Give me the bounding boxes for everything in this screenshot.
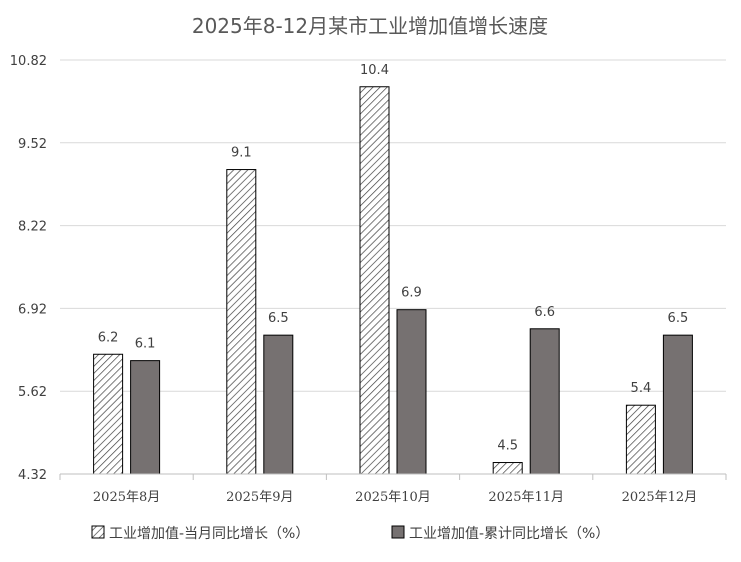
y-tick-label: 6.92 [18,302,47,317]
legend: 工业增加值-当月同比增长（%） 工业增加值-累计同比增长（%） [91,525,609,542]
bar-cumulative-growth [529,328,560,475]
chart-title: 2025年8-12月某市工业增加值增长速度 [192,14,548,38]
data-label: 4.5 [497,439,518,454]
axes: 4.32 5.62 6.92 8.22 9.52 10.82 2025年8月 2025年9月 2… [10,54,727,505]
legend-swatch-cumulative [391,525,405,539]
data-label: 9.1 [231,146,252,161]
legend-label-cumulative: 工业增加值-累计同比增长（%） [409,526,609,542]
bar-monthly-growth [492,462,523,475]
x-tick-label: 2025年8月 [93,490,160,505]
bar-monthly-growth [359,86,390,475]
x-tick-label: 2025年9月 [226,490,293,505]
bars: 6.2 6.1 9.1 6.5 10.4 6.9 4.5 6.6 5.4 6.5 [93,63,693,475]
bar-cumulative-growth [396,309,427,475]
x-tick-label: 2025年11月 [488,490,564,505]
legend-swatch-monthly [91,525,105,539]
y-tick-label: 4.32 [18,468,47,483]
data-label: 5.4 [631,381,652,396]
legend-label-monthly: 工业增加值-当月同比增长（%） [109,526,309,542]
bar-cumulative-growth [662,334,693,475]
data-label: 6.1 [135,337,156,352]
data-label: 6.5 [668,311,689,326]
data-label: 6.9 [401,286,422,301]
y-tick-label: 5.62 [18,385,47,400]
y-tick-label: 8.22 [18,220,47,235]
gridlines [60,59,726,392]
data-label: 6.5 [268,311,289,326]
bar-cumulative-growth [130,360,161,475]
data-label: 6.2 [98,330,119,345]
x-tick-label: 2025年12月 [622,490,698,505]
y-tick-label: 10.82 [10,54,47,69]
bar-monthly-growth [625,404,656,475]
x-tick-label: 2025年10月 [355,490,431,505]
bar-monthly-growth [226,169,257,475]
data-label: 6.6 [534,305,555,320]
data-label: 10.4 [360,63,389,78]
y-tick-label: 9.52 [18,137,47,152]
bar-cumulative-growth [263,334,294,475]
bar-monthly-growth [93,353,124,475]
